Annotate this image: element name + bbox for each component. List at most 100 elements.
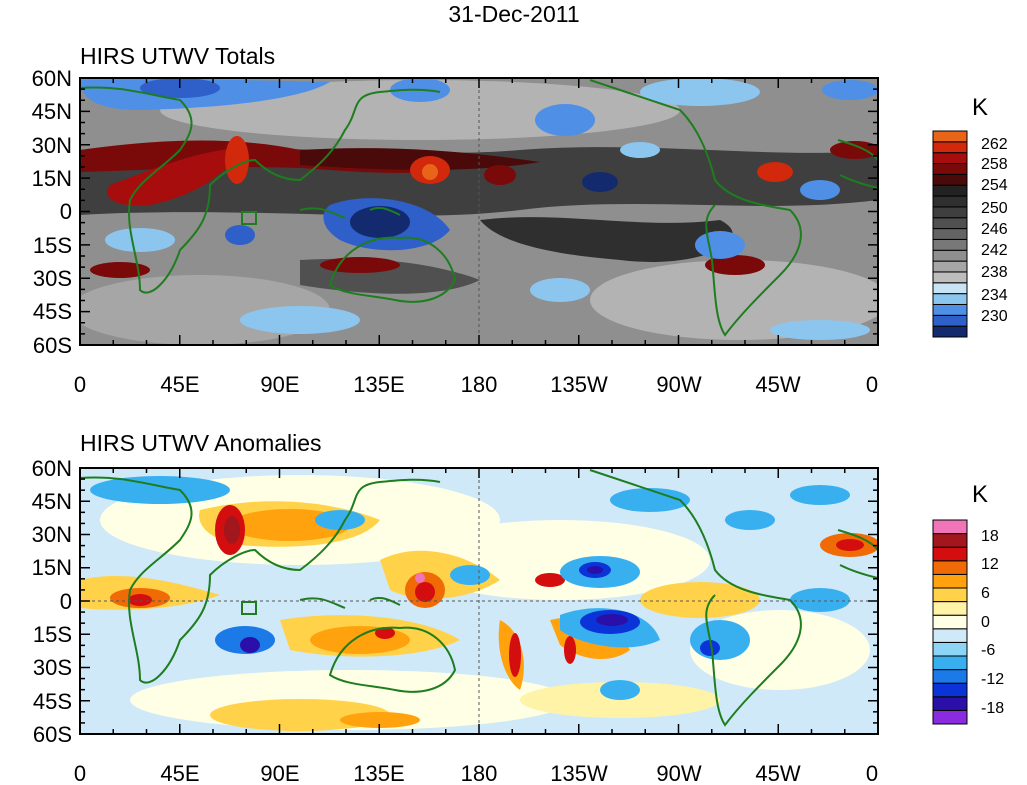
colorbar-swatch <box>932 293 968 305</box>
totals-lon-label: 180 <box>461 372 498 397</box>
colorbar-swatch <box>932 152 968 165</box>
colorbar-swatch <box>932 141 968 154</box>
colorbar-swatch <box>932 546 968 562</box>
colorbar-swatch <box>932 696 968 711</box>
anomalies-lon-label: 45E <box>160 761 199 785</box>
anomalies-lat-labels: 60N 45N 30N 15N 0 15S 30S 45S 60S <box>32 456 72 747</box>
colorbar-swatch <box>932 260 968 273</box>
colorbar-swatch <box>932 669 968 684</box>
colorbar-swatch <box>932 130 968 143</box>
anomalies-panel: HIRS UTWV Anomalies <box>32 430 1005 785</box>
totals-lon-label: 90E <box>260 372 299 397</box>
anomalies-colorbar-label: 0 <box>981 614 990 631</box>
colorbar-swatch <box>932 628 968 643</box>
anomalies-lon-label: 135W <box>550 761 608 785</box>
colorbar-swatch <box>932 682 968 698</box>
anomalies-colorbar-label: 12 <box>981 556 999 573</box>
anomalies-colorbar-labels: 18 12 6 0 -6 -12 -18 <box>981 528 1004 717</box>
colorbar-swatch <box>932 173 968 186</box>
totals-lat-label: 45S <box>33 299 72 324</box>
totals-colorbar-units: K <box>972 94 988 121</box>
totals-lat-labels: 60N 45N 30N 15N 0 15S 30S 45S 60S <box>32 66 72 358</box>
colorbar-swatch <box>932 314 968 327</box>
totals-lat-label: 0 <box>60 199 72 224</box>
anomalies-lat-label: 0 <box>60 589 72 614</box>
totals-lon-label: 135E <box>353 372 404 397</box>
anomalies-lon-label: 45W <box>755 761 800 785</box>
totals-colorbar-label: 230 <box>981 308 1008 325</box>
anomalies-lon-label: 90E <box>260 761 299 785</box>
figure-title: 31-Dec-2011 <box>448 1 579 27</box>
anomalies-lon-label: 0 <box>866 761 878 785</box>
totals-colorbar-label: 250 <box>981 200 1008 217</box>
totals-colorbar-label: 254 <box>981 177 1008 194</box>
colorbar-swatch <box>932 217 968 230</box>
anomalies-lat-label: 45S <box>33 689 72 714</box>
colorbar-swatch <box>932 303 968 316</box>
colorbar-swatch <box>932 573 968 589</box>
totals-colorbar-label: 238 <box>981 264 1008 281</box>
anomalies-lon-label: 90W <box>656 761 701 785</box>
colorbar-swatch <box>932 325 968 338</box>
totals-lat-label: 15S <box>33 233 72 258</box>
totals-lon-labels: 0 45E 90E 135E 180 135W 90W 45W 0 <box>74 372 878 397</box>
anomalies-colorbar-label: -12 <box>981 671 1004 688</box>
anomalies-lat-label: 30N <box>32 522 72 547</box>
totals-lat-label: 60S <box>33 333 72 358</box>
colorbar-swatch <box>932 238 968 251</box>
colorbar-swatch <box>932 641 968 657</box>
totals-colorbar-label: 234 <box>981 287 1008 304</box>
totals-colorbar-label: 246 <box>981 221 1008 238</box>
totals-lat-label: 15N <box>32 166 72 191</box>
totals-panel: HIRS UTWV Totals <box>32 43 1008 397</box>
totals-coastlines <box>80 79 878 337</box>
totals-lon-label: 0 <box>866 372 878 397</box>
colorbar-swatch <box>932 533 968 548</box>
anomalies-colorbar-label: -6 <box>981 642 995 659</box>
anomalies-gridlines <box>80 468 878 734</box>
totals-axis-ticks <box>79 77 879 346</box>
colorbar-swatch <box>932 655 968 671</box>
colorbar-swatch <box>932 195 968 208</box>
totals-lon-label: 45W <box>755 372 800 397</box>
totals-lat-label: 30N <box>32 133 72 158</box>
totals-colorbar <box>932 130 968 338</box>
anomalies-lat-label: 45N <box>32 489 72 514</box>
anomalies-colorbar-label: 6 <box>981 585 990 602</box>
totals-map-field <box>80 78 878 345</box>
colorbar-swatch <box>932 282 968 295</box>
totals-lon-label: 135W <box>550 372 608 397</box>
colorbar-swatch <box>932 163 968 175</box>
totals-colorbar-label: 262 <box>981 136 1008 153</box>
colorbar-swatch <box>932 206 968 219</box>
anomalies-colorbar-units: K <box>972 481 988 508</box>
anomalies-lon-labels: 0 45E 90E 135E 180 135W 90W 45W 0 <box>74 761 878 785</box>
colorbar-swatch <box>932 249 968 262</box>
totals-lat-label: 60N <box>32 66 72 91</box>
anomalies-lat-label: 15N <box>32 555 72 580</box>
totals-colorbar-label: 258 <box>981 156 1008 173</box>
colorbar-swatch <box>932 228 968 240</box>
colorbar-swatch <box>932 271 968 284</box>
anomalies-panel-title: HIRS UTWV Anomalies <box>80 430 322 456</box>
anomalies-lat-label: 15S <box>33 622 72 647</box>
totals-panel-title: HIRS UTWV Totals <box>80 43 275 69</box>
colorbar-swatch <box>932 587 968 603</box>
colorbar-swatch <box>932 614 968 630</box>
totals-lon-label: 90W <box>656 372 701 397</box>
anomalies-coastlines <box>80 469 878 727</box>
anomalies-colorbar-label: 18 <box>981 528 999 545</box>
totals-lat-label: 30S <box>33 266 72 291</box>
totals-colorbar-labels: 262 258 254 250 246 242 238 234 230 <box>981 136 1008 325</box>
anomalies-lat-label: 60S <box>33 722 72 747</box>
anomalies-map-field <box>80 468 878 734</box>
totals-lon-label: 0 <box>74 372 86 397</box>
anomalies-lon-label: 180 <box>461 761 498 785</box>
totals-colorbar-label: 242 <box>981 242 1008 259</box>
anomalies-lat-label: 60N <box>32 456 72 481</box>
colorbar-swatch <box>932 519 968 535</box>
colorbar-swatch <box>932 709 968 725</box>
anomalies-lat-label: 30S <box>33 655 72 680</box>
anomalies-axis-ticks <box>79 467 879 735</box>
